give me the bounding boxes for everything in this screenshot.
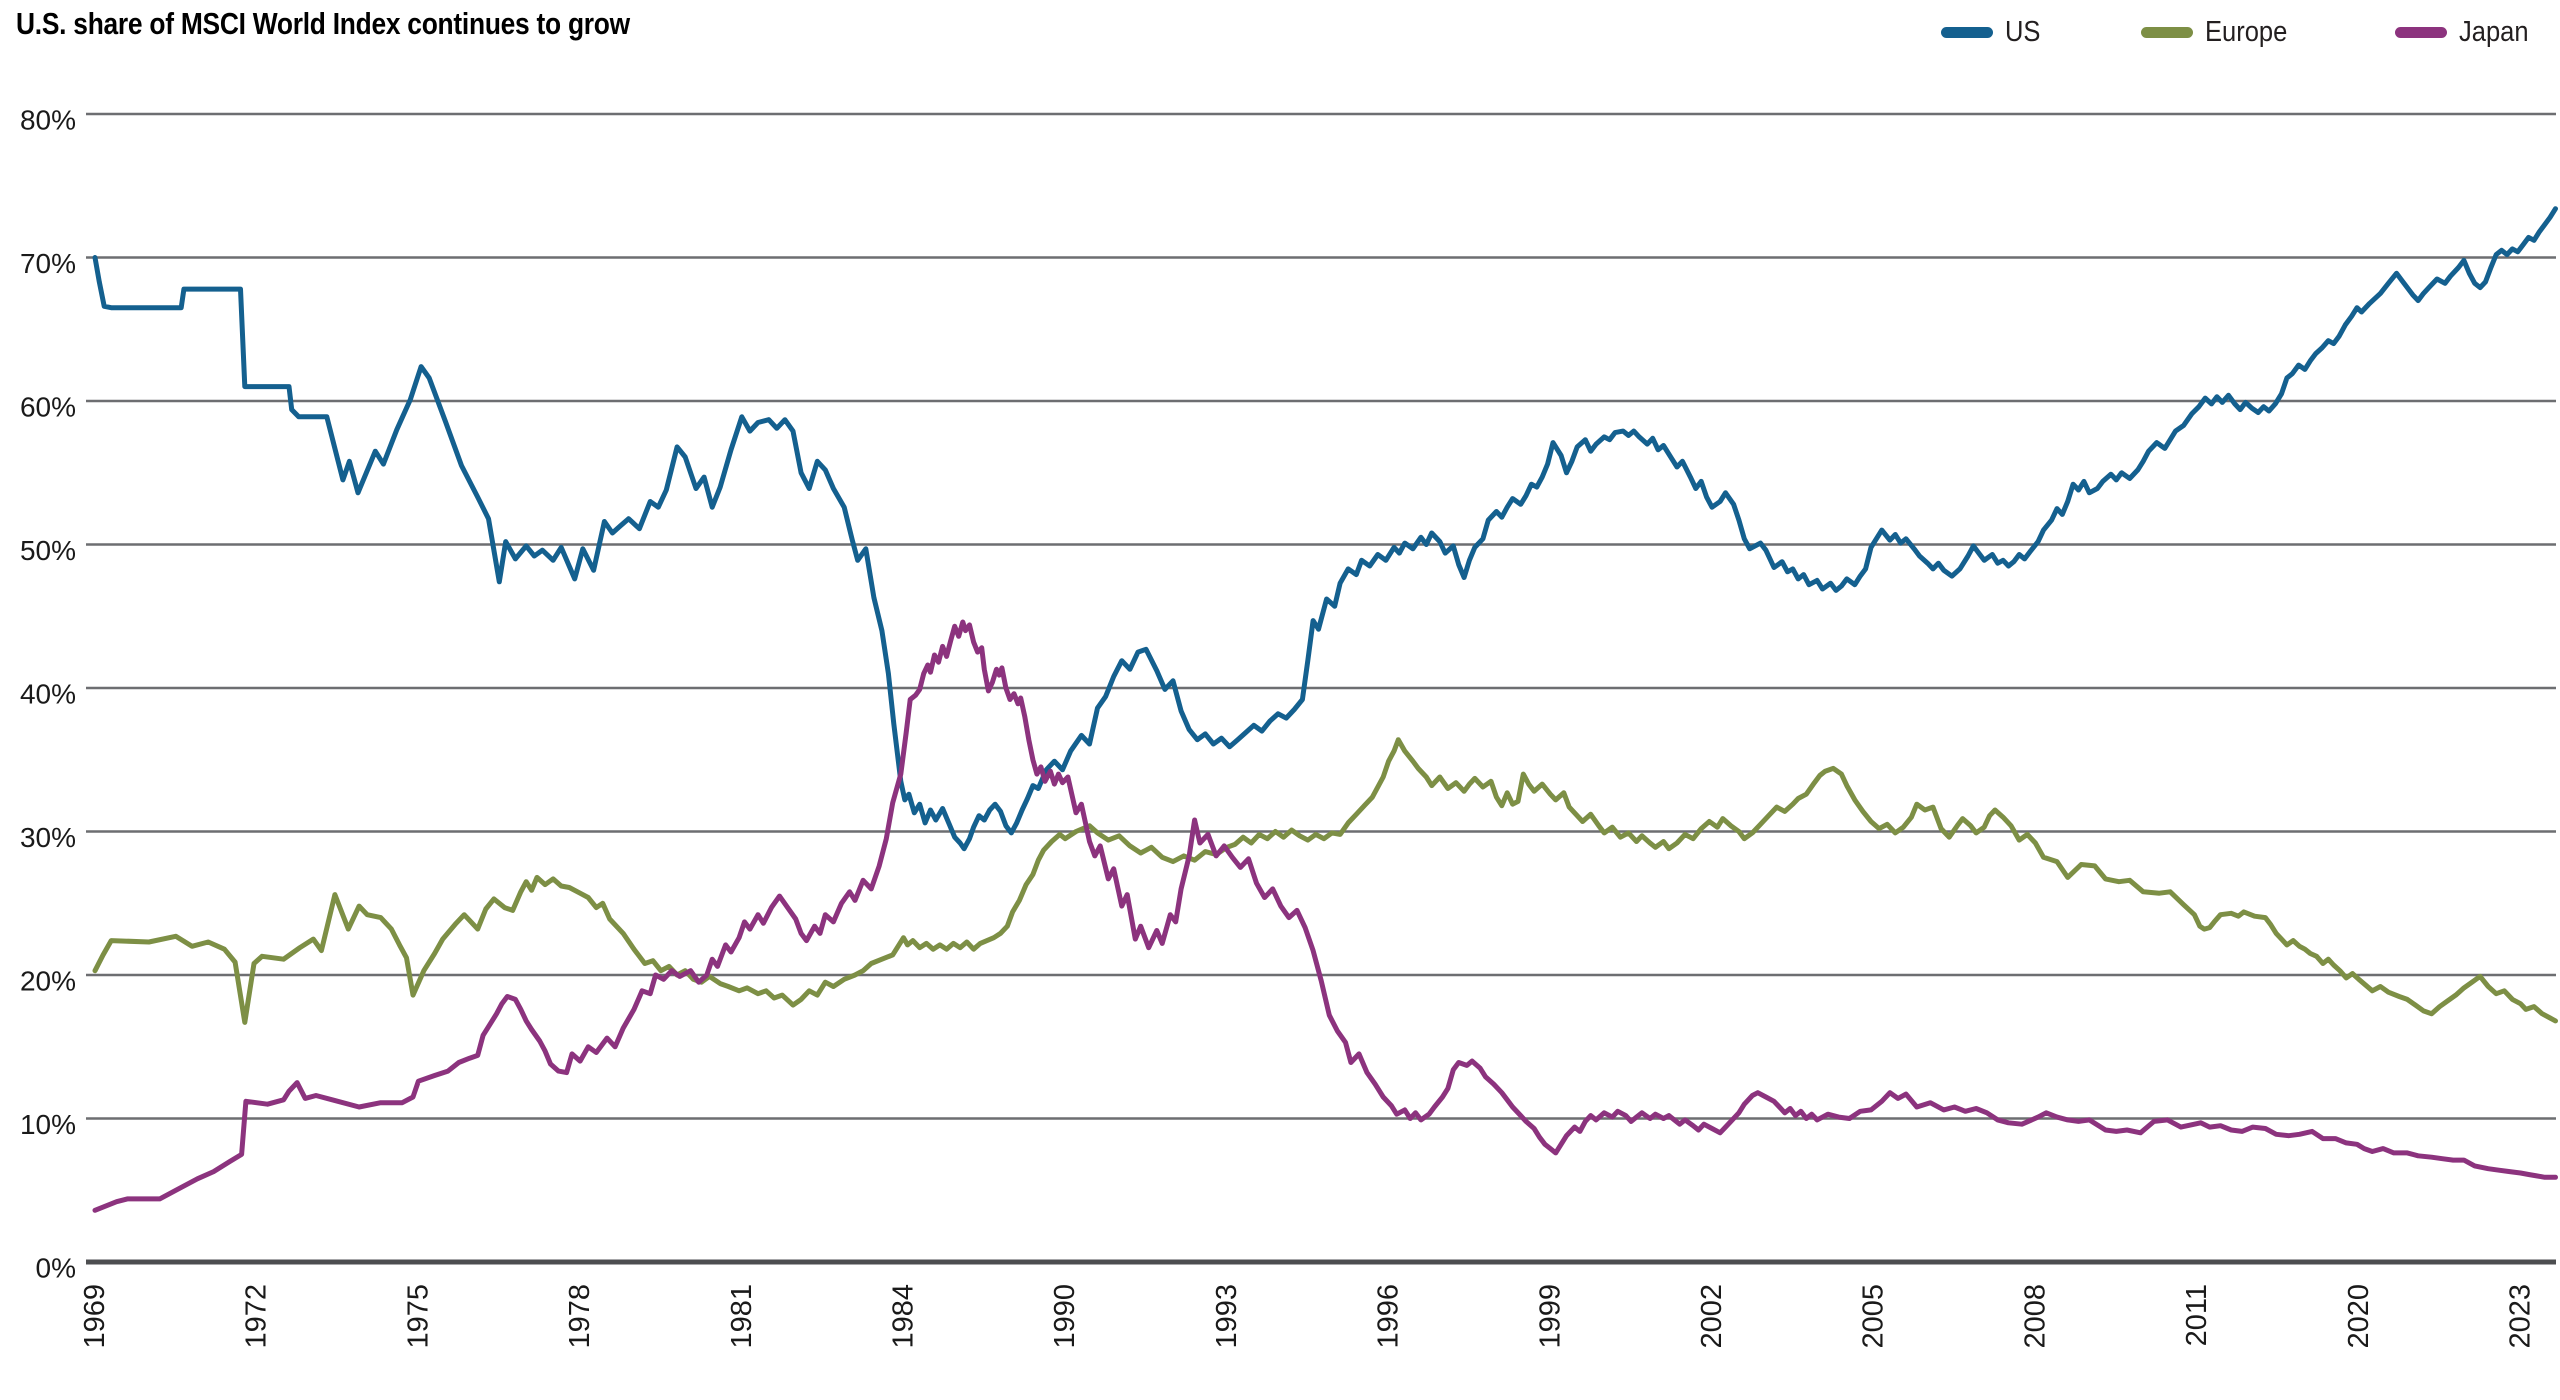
legend-label-us: US [2005, 16, 2041, 48]
x-tick-label: 1969 [79, 1284, 111, 1349]
x-tick-label: 2023 [2505, 1284, 2537, 1349]
x-tick-label: 2002 [1696, 1284, 1728, 1349]
x-tick-label: 1972 [241, 1284, 273, 1349]
x-tick-label: 2008 [2019, 1284, 2051, 1349]
legend: US Europe Japan [1941, 16, 2538, 49]
legend-swatch-us-icon [1941, 27, 1994, 38]
y-tick-label: 20% [20, 966, 76, 997]
legend-item-us: US [1941, 16, 2045, 49]
y-tick-label: 40% [20, 679, 76, 710]
x-tick-label: 2005 [1858, 1284, 1890, 1349]
y-tick-label: 50% [20, 535, 76, 566]
legend-label-japan: Japan [2458, 16, 2529, 48]
x-tick-label: 1999 [1534, 1284, 1566, 1349]
x-tick-label: 1996 [1373, 1284, 1405, 1349]
y-tick-label: 0% [36, 1253, 76, 1284]
x-tick-label: 1981 [726, 1284, 758, 1349]
legend-item-europe: Europe [2141, 16, 2299, 49]
y-tick-label: 30% [20, 822, 76, 853]
chart-title: U.S. share of MSCI World Index continues… [16, 6, 630, 41]
y-tick-label: 80% [20, 105, 76, 136]
x-tick-label: 1978 [564, 1284, 596, 1349]
series-line-japan [92, 619, 2558, 1213]
x-tick-label: 2020 [2343, 1284, 2375, 1349]
y-tick-label: 60% [20, 392, 76, 423]
x-tick-label: 1990 [1049, 1284, 1081, 1349]
legend-swatch-japan-icon [2394, 27, 2447, 38]
series-line-europe [92, 737, 2558, 1025]
y-tick-label: 10% [20, 1109, 76, 1140]
series-line-us [92, 206, 2558, 852]
x-tick-label: 1984 [888, 1284, 920, 1349]
legend-swatch-europe-icon [2141, 27, 2194, 38]
x-tick-label: 2011 [2181, 1284, 2213, 1346]
legend-item-japan: Japan [2394, 16, 2538, 49]
x-tick-label: 1993 [1211, 1284, 1243, 1349]
legend-label-europe: Europe [2205, 16, 2288, 48]
y-tick-label: 70% [20, 248, 76, 279]
x-tick-label: 1975 [402, 1284, 434, 1349]
